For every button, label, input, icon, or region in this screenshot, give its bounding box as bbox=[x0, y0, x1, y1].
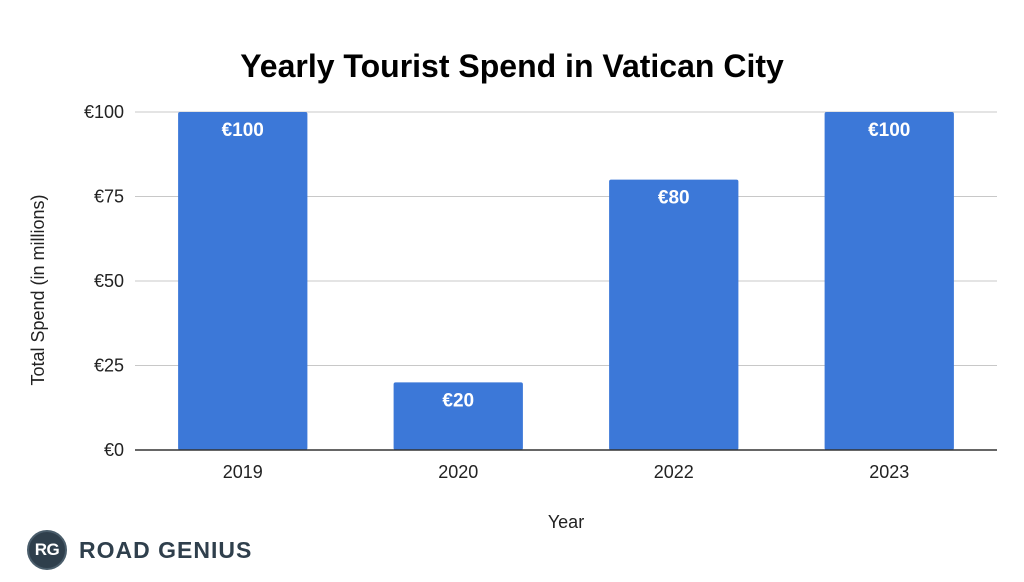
x-tick-label: 2019 bbox=[223, 462, 263, 482]
bar-data-label: €100 bbox=[222, 120, 264, 141]
x-tick-label: 2022 bbox=[654, 462, 694, 482]
y-tick-label: €50 bbox=[94, 271, 124, 291]
y-tick-label: €75 bbox=[94, 187, 124, 207]
y-axis-title: Total Spend (in millions) bbox=[28, 194, 48, 385]
bar bbox=[393, 382, 523, 450]
y-tick-label: €100 bbox=[84, 102, 124, 122]
y-tick-label: €0 bbox=[104, 440, 124, 460]
x-tick-label: 2023 bbox=[869, 462, 909, 482]
x-tick-label: 2020 bbox=[438, 462, 478, 482]
bar-data-label: €80 bbox=[658, 188, 690, 209]
bar bbox=[178, 112, 308, 450]
chart-title: Yearly Tourist Spend in Vatican City bbox=[240, 48, 784, 84]
x-ticks: 2019 2020 2022 2023 bbox=[223, 462, 910, 482]
x-axis-title: Year bbox=[548, 512, 584, 532]
bar bbox=[824, 112, 954, 450]
logo-badge-icon: RG bbox=[27, 530, 67, 570]
bar-data-label: €20 bbox=[442, 390, 474, 411]
y-ticks: €0 €25 €50 €75 €100 bbox=[84, 102, 124, 460]
y-tick-label: €25 bbox=[94, 356, 124, 376]
logo-name: ROAD GENIUS bbox=[79, 536, 253, 563]
bars: €100 €20 €80 €100 bbox=[135, 112, 997, 451]
road-genius-logo: RG ROAD GENIUS bbox=[27, 530, 252, 570]
bar-data-label: €100 bbox=[868, 120, 910, 141]
bar bbox=[609, 179, 739, 450]
